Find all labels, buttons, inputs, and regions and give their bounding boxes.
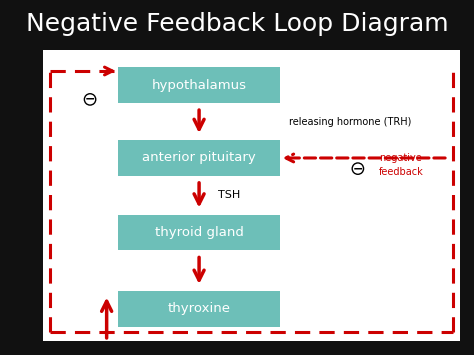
FancyBboxPatch shape [118,215,280,250]
Text: −: − [353,162,363,175]
Text: thyroid gland: thyroid gland [155,226,244,239]
FancyBboxPatch shape [118,67,280,103]
Text: negative
feedback: negative feedback [379,153,424,177]
Ellipse shape [352,163,364,174]
Text: releasing hormone (TRH): releasing hormone (TRH) [289,116,411,127]
Ellipse shape [84,94,96,105]
FancyBboxPatch shape [43,50,460,341]
Text: thyroxine: thyroxine [168,302,230,315]
Text: hypothalamus: hypothalamus [152,79,246,92]
FancyBboxPatch shape [118,140,280,176]
Text: −: − [85,93,95,106]
Text: Negative Feedback Loop Diagram: Negative Feedback Loop Diagram [26,12,448,37]
Text: TSH: TSH [218,190,240,200]
FancyBboxPatch shape [118,291,280,327]
Text: anterior pituitary: anterior pituitary [142,152,256,164]
